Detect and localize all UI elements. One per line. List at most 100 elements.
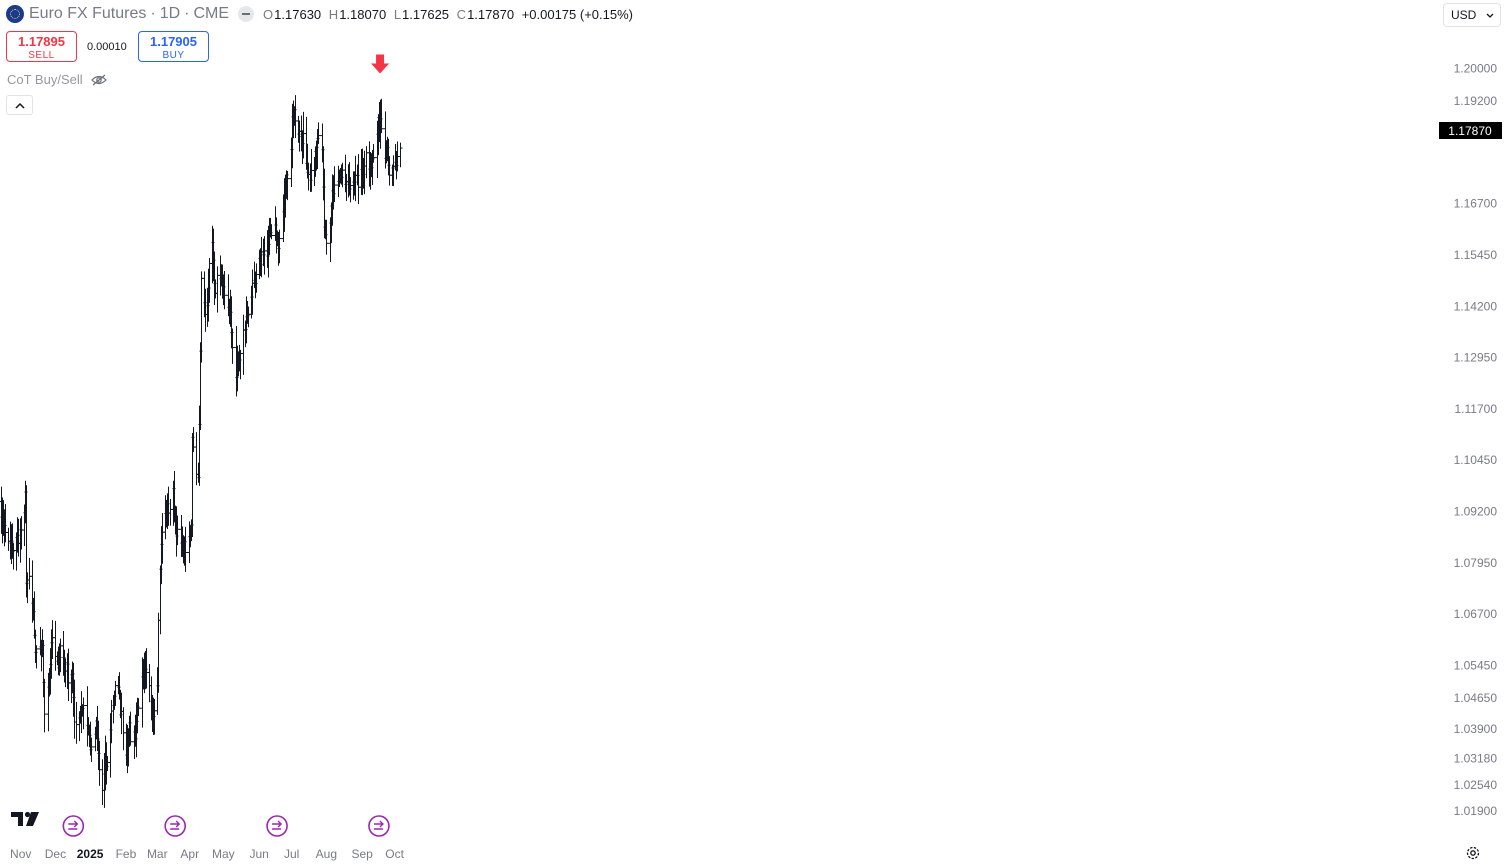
- x-tick-label: Mar: [147, 847, 168, 861]
- x-tick-label: Apr: [180, 847, 199, 861]
- last-price-label-bg: [1439, 122, 1502, 139]
- price-bars: [0, 95, 403, 808]
- x-tick-label: Jul: [284, 847, 299, 861]
- ohlc-bar: [136, 698, 141, 717]
- spread-value: 0.00010: [87, 41, 127, 53]
- y-tick-label: 1.11700: [1455, 402, 1498, 416]
- event-markers: [62, 815, 390, 837]
- change-value: +0.00175 (+0.15%): [521, 6, 633, 22]
- y-tick-label: 1.02540: [1454, 778, 1498, 792]
- ohlc-bar: [128, 711, 133, 746]
- signal-markers: [371, 54, 390, 74]
- x-tick-label: 2025: [77, 847, 104, 861]
- minus-circle-icon[interactable]: [238, 6, 255, 22]
- close-value: 1.17870: [467, 6, 515, 22]
- y-tick-label: 1.06700: [1454, 607, 1498, 621]
- ohlc-bar: [85, 686, 90, 747]
- ohlc-bar: [42, 678, 47, 733]
- buy-price: 1.17905: [150, 34, 197, 49]
- eye-off-icon[interactable]: [90, 74, 107, 86]
- arrow-circle-icon: [62, 815, 85, 837]
- chevron-up-icon: [14, 102, 25, 109]
- y-tick-label: 1.03900: [1454, 722, 1498, 736]
- ohlc-bar: [230, 328, 235, 364]
- separator: ·: [184, 5, 190, 22]
- y-tick-label: 1.12950: [1454, 351, 1498, 365]
- time-axis[interactable]: Nov Dec 2025 Feb Mar Apr May Jun Jul Aug Sep Oct: [10, 847, 405, 861]
- x-tick-label: Dec: [45, 847, 66, 861]
- high-key: H: [328, 6, 339, 22]
- ohlc-bar: [147, 663, 152, 703]
- ohlc-bar: [215, 266, 220, 313]
- ohlc-bar: [81, 697, 86, 730]
- y-tick-label: 1.19200: [1454, 94, 1498, 108]
- y-tick-label: 1.15450: [1454, 248, 1498, 262]
- y-tick-label: 1.10450: [1454, 453, 1498, 467]
- y-tick-label: 1.20000: [1454, 61, 1498, 75]
- x-tick-label: Aug: [316, 847, 337, 861]
- y-tick-label: 1.03180: [1454, 751, 1498, 765]
- indicator-legend[interactable]: CoT Buy/Sell: [7, 72, 107, 87]
- ohlc-bar: [27, 557, 32, 590]
- ohlc-bar: [121, 707, 126, 751]
- arrow-circle-icon: [368, 815, 390, 837]
- tradingview-logo-icon[interactable]: [10, 808, 42, 828]
- ohlc-bar: [241, 314, 246, 375]
- y-tick-label: 1.09200: [1454, 504, 1498, 518]
- ohlc-bar: [222, 270, 227, 310]
- ohlc-bar: [398, 142, 403, 168]
- arrow-circle-icon: [164, 815, 186, 837]
- currency-select[interactable]: USD: [1443, 3, 1501, 27]
- indicator-name[interactable]: CoT Buy/Sell: [7, 72, 83, 87]
- buy-label: BUY: [162, 50, 185, 61]
- exchange-label: CME: [193, 5, 230, 22]
- ohlc-bar: [269, 224, 274, 240]
- buy-button[interactable]: 1.17905 BUY: [138, 31, 209, 62]
- ohlc-bar: [285, 170, 290, 201]
- ohlc-bar: [89, 737, 94, 762]
- price-axis[interactable]: 1.20000 1.19200 1.16700 1.15450 1.14200 1.129…: [1454, 61, 1498, 818]
- ohlc-bar: [74, 701, 79, 744]
- x-tick-label: May: [212, 847, 235, 861]
- red-arrow-down-icon: [371, 54, 390, 74]
- interval-label[interactable]: 1D: [159, 5, 181, 22]
- ohlc-bar: [324, 219, 329, 255]
- x-tick-label: Oct: [385, 847, 404, 861]
- close-key: C: [456, 6, 467, 22]
- chevron-down-icon: [1486, 13, 1494, 18]
- ohlc-bar: [6, 527, 11, 551]
- symbol-header: Euro FX Futures · 1D · CME O1.17630 H1.1…: [6, 4, 637, 24]
- ohlc-bar: [379, 98, 384, 134]
- x-tick-label: Nov: [10, 847, 31, 861]
- ohlc-bar: [183, 526, 188, 572]
- arrow-circle-icon: [266, 815, 288, 837]
- ohlc-bar: [364, 146, 369, 179]
- y-tick-label: 1.04650: [1454, 691, 1498, 705]
- ohlc-bar: [316, 122, 321, 145]
- ohlc-bar: [34, 645, 39, 669]
- low-key: L: [393, 6, 402, 22]
- x-tick-label: Feb: [116, 847, 137, 861]
- ohlc-bar: [100, 759, 105, 806]
- y-tick-label: 1.16700: [1454, 197, 1498, 211]
- y-tick-label: 1.01900: [1454, 804, 1498, 818]
- sell-price: 1.17895: [18, 34, 65, 49]
- y-tick-label: 1.05450: [1454, 658, 1498, 672]
- y-tick-label: 1.07950: [1454, 556, 1498, 570]
- collapse-legend-button[interactable]: [6, 95, 33, 115]
- ohlc-bar: [371, 143, 376, 163]
- low-value: 1.17625: [402, 6, 450, 22]
- last-price-marker: 1.17870: [1439, 122, 1502, 139]
- last-price-label: 1.17870: [1448, 124, 1492, 138]
- symbol-name[interactable]: Euro FX Futures: [29, 5, 147, 22]
- ohlc-bar: [277, 229, 282, 264]
- sell-button[interactable]: 1.17895 SELL: [6, 31, 77, 62]
- x-tick-label: Sep: [351, 847, 373, 861]
- high-value: 1.18070: [339, 6, 387, 22]
- ohlc-bar: [175, 515, 180, 546]
- open-value: 1.17630: [274, 6, 322, 22]
- x-tick-label: Jun: [249, 847, 268, 861]
- gear-icon[interactable]: [1465, 845, 1481, 861]
- currency-value: USD: [1451, 8, 1477, 22]
